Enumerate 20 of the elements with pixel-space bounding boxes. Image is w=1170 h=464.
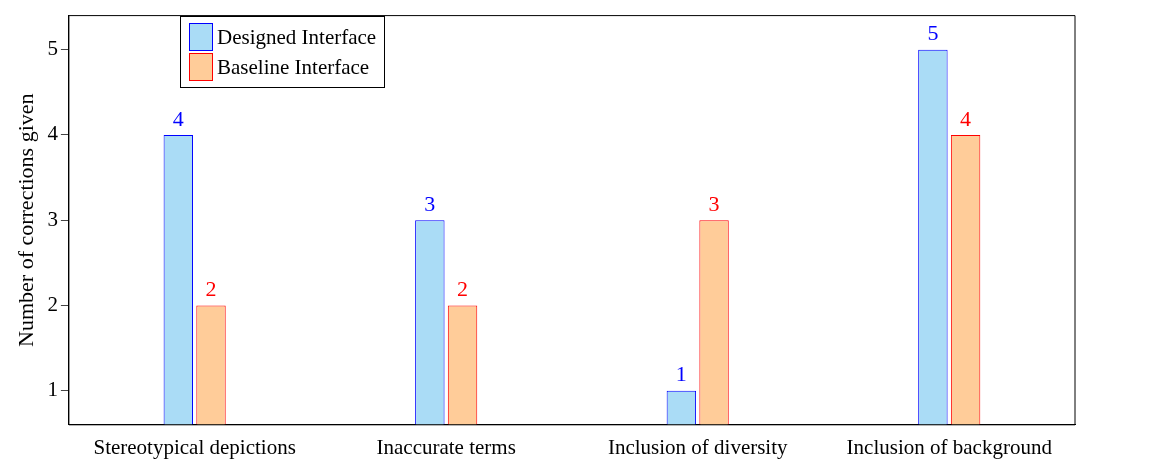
x-tick-label: Inclusion of background bbox=[846, 434, 1053, 459]
y-tick-label: 4 bbox=[47, 121, 59, 146]
y-axis-title: Number of corrections given bbox=[12, 93, 38, 347]
y-tick-label: 1 bbox=[47, 377, 58, 402]
data-label: 1 bbox=[675, 361, 687, 387]
data-label: 5 bbox=[927, 20, 939, 46]
x-tick-label: Inaccurate terms bbox=[376, 434, 516, 459]
data-label: 3 bbox=[708, 190, 720, 216]
y-tick-label: 2 bbox=[47, 291, 58, 316]
data-label: 2 bbox=[457, 276, 469, 302]
x-tick-label: Stereotypical depictions bbox=[93, 434, 296, 459]
legend-label: Baseline Interface bbox=[217, 54, 370, 80]
y-tick-label: 3 bbox=[47, 206, 58, 231]
y-tick-label: 5 bbox=[47, 36, 58, 61]
data-label: 2 bbox=[205, 276, 217, 302]
legend-label: Designed Interface bbox=[217, 24, 377, 50]
x-tick-label: Inclusion of diversity bbox=[607, 434, 789, 459]
data-label: 3 bbox=[424, 190, 436, 216]
data-label: 4 bbox=[960, 105, 972, 131]
data-label: 4 bbox=[172, 105, 184, 131]
